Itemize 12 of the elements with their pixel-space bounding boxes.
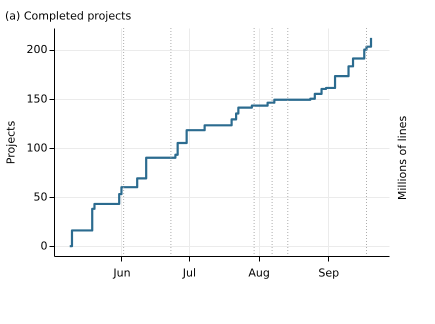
x-tick-label: Aug bbox=[248, 266, 270, 280]
text: Millions of lines bbox=[396, 116, 409, 200]
chart-title: (a) Completed projects bbox=[5, 10, 132, 23]
y-axis-title: Projects bbox=[4, 120, 18, 164]
y-tick-label: 200 bbox=[26, 43, 48, 56]
y-tick-label: 0 bbox=[40, 240, 48, 253]
y-tick-label: 150 bbox=[26, 92, 48, 106]
x-tick-label: Jul bbox=[182, 266, 196, 280]
x-tick-label: Jun bbox=[112, 266, 131, 280]
y-tick-label: 100 bbox=[26, 141, 48, 154]
y-tick-label: 50 bbox=[34, 190, 48, 204]
x-tick-label: Sep bbox=[318, 266, 340, 280]
